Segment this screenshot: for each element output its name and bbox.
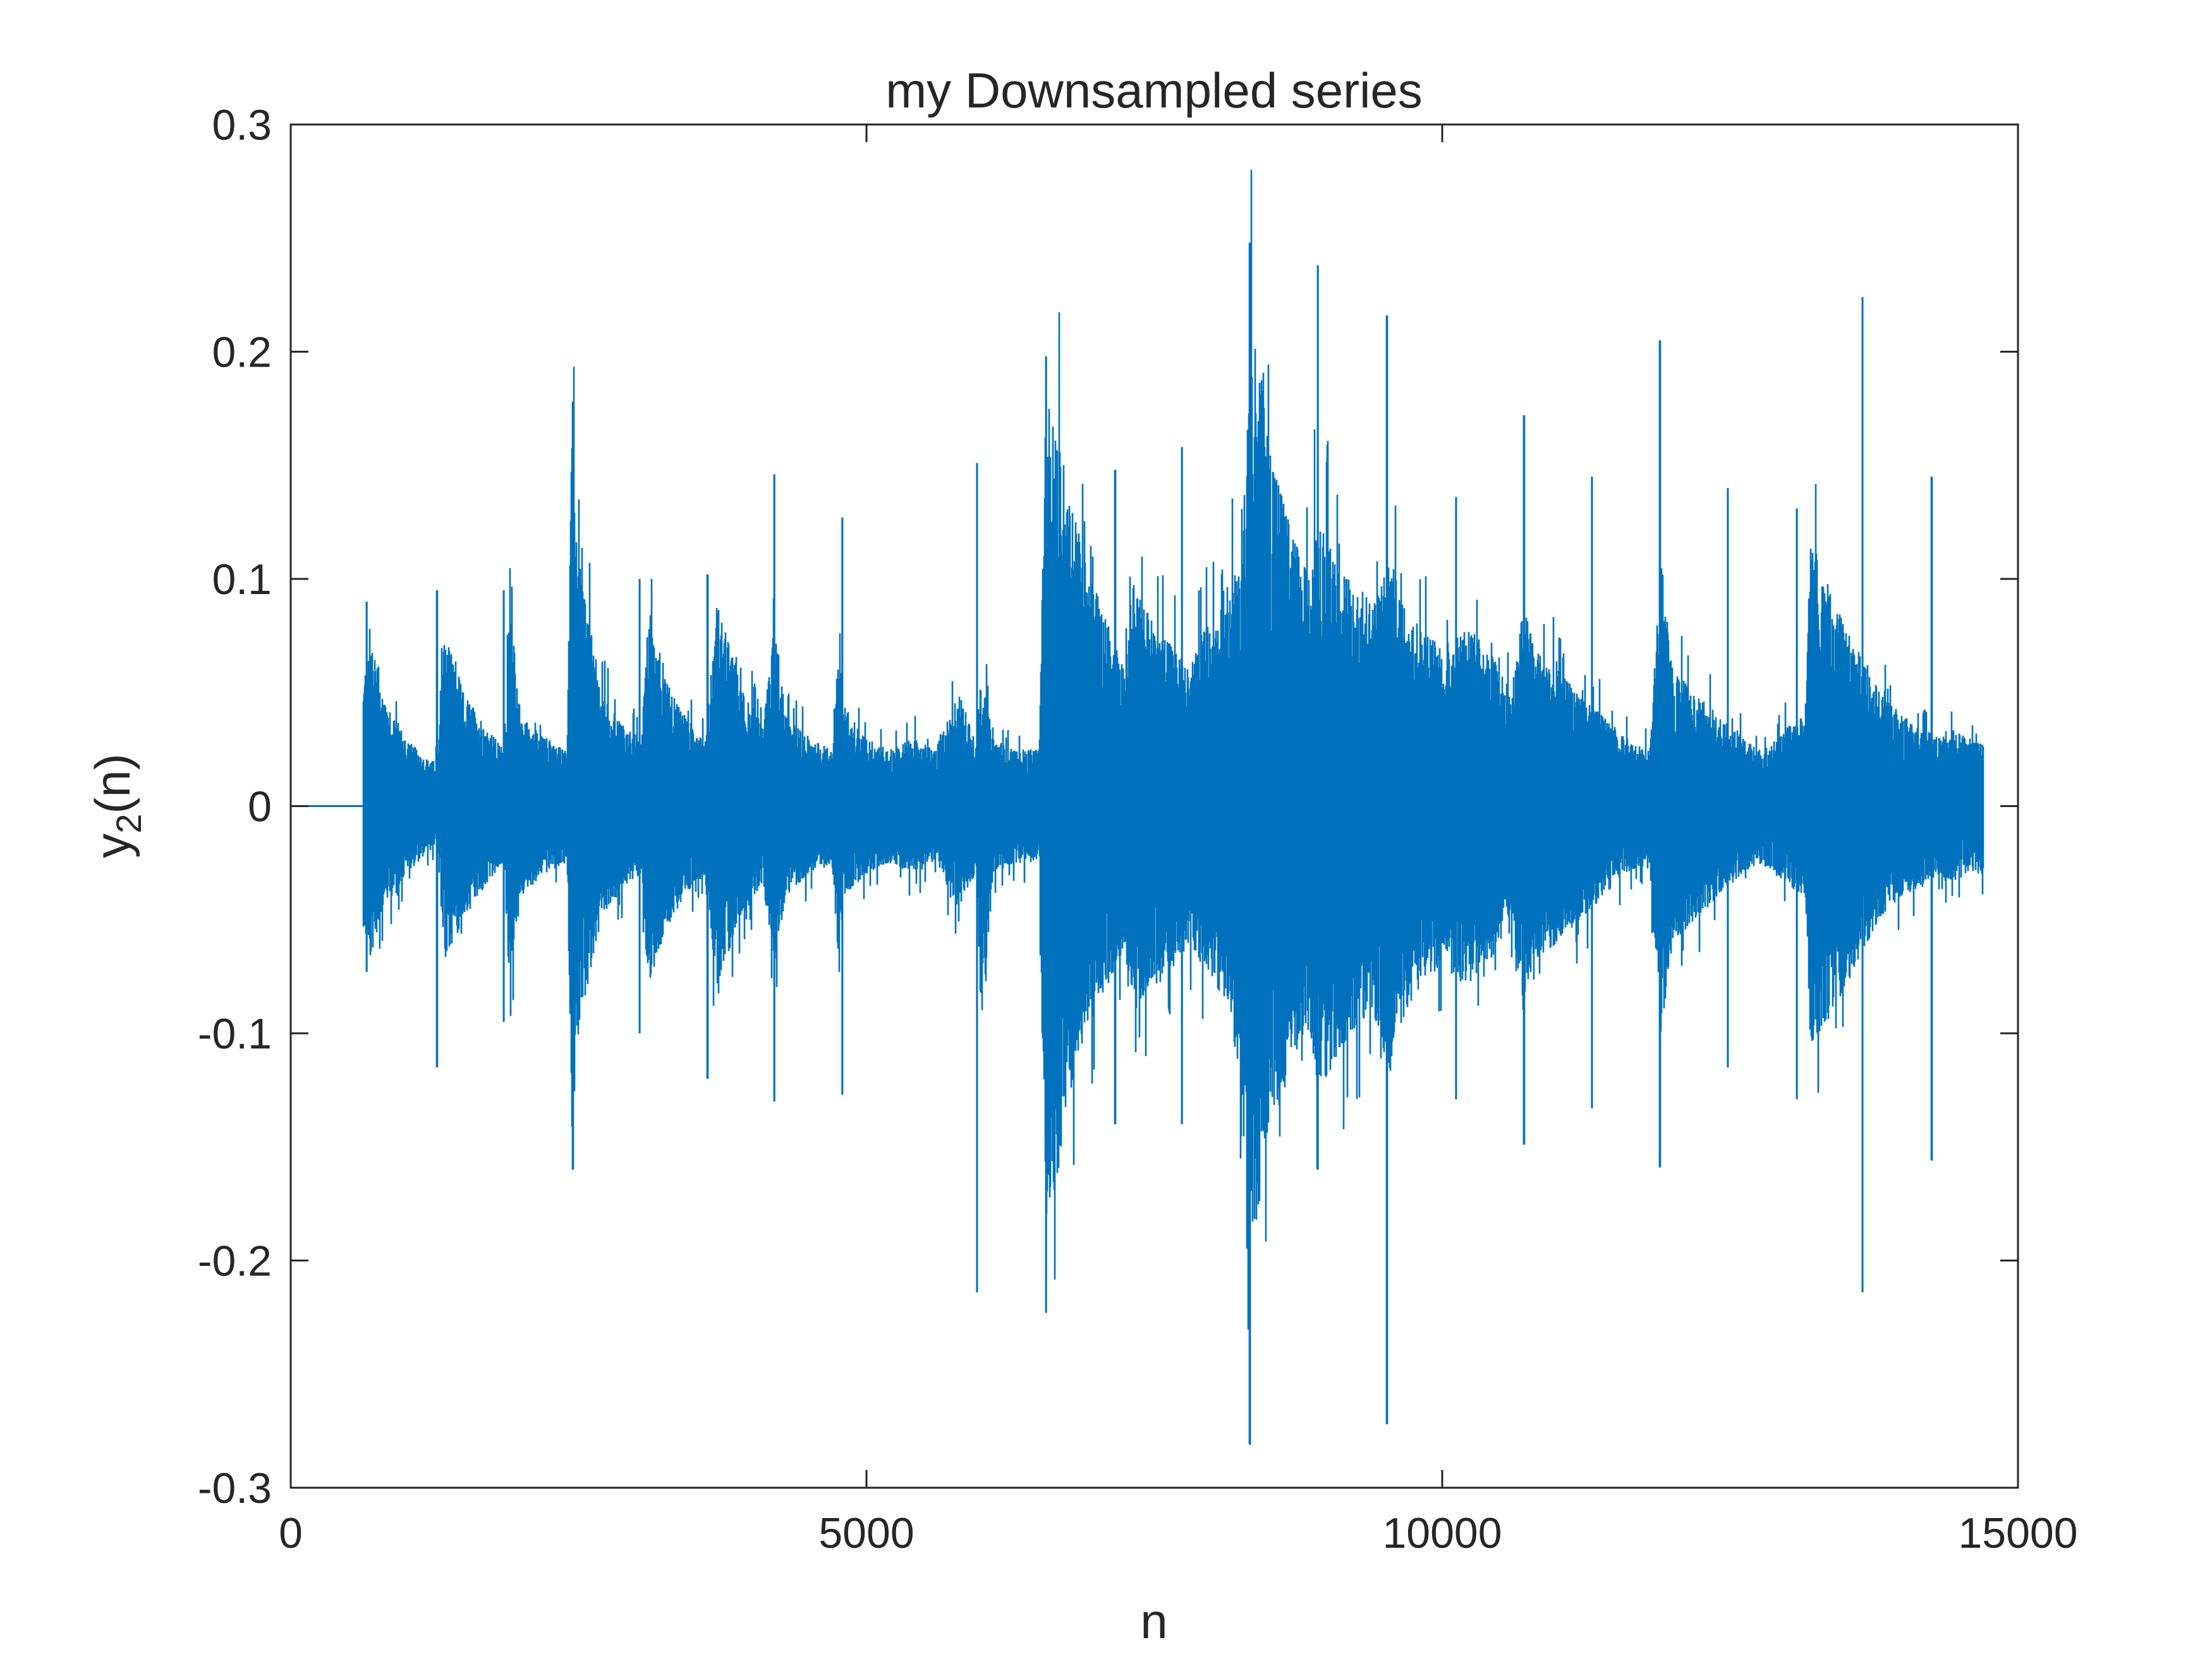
- y-tick-label: 0.1: [212, 556, 272, 604]
- y-axis-label: y2(n): [85, 753, 149, 858]
- chart-title: my Downsampled series: [885, 63, 1423, 118]
- x-tick-label: 0: [279, 1509, 303, 1557]
- y-axis-label-main: y: [85, 834, 140, 858]
- data-layer: [291, 169, 1984, 1445]
- y-tick-label: -0.1: [198, 1010, 272, 1058]
- y-axis-label-suffix: (n): [85, 753, 140, 813]
- x-tick-label: 5000: [818, 1509, 914, 1557]
- y-tick-label: -0.2: [198, 1237, 272, 1285]
- y-tick-label: 0.3: [212, 101, 272, 149]
- ticks-layer: 0 5000 10000 15000 -0.3 -0.2 -0.1 0 0.1 0.2 0.3: [198, 101, 2078, 1557]
- y-tick-label: -0.3: [198, 1464, 272, 1512]
- x-axis-label: n: [1140, 1593, 1167, 1649]
- x-tick-label: 10000: [1382, 1509, 1502, 1557]
- y-tick-label: 0.2: [212, 329, 272, 377]
- y-tick-label: 0: [248, 783, 272, 831]
- y-axis-label-subscript: 2: [109, 814, 149, 834]
- series-line: [362, 169, 1984, 1445]
- x-tick-label: 15000: [1958, 1509, 2077, 1557]
